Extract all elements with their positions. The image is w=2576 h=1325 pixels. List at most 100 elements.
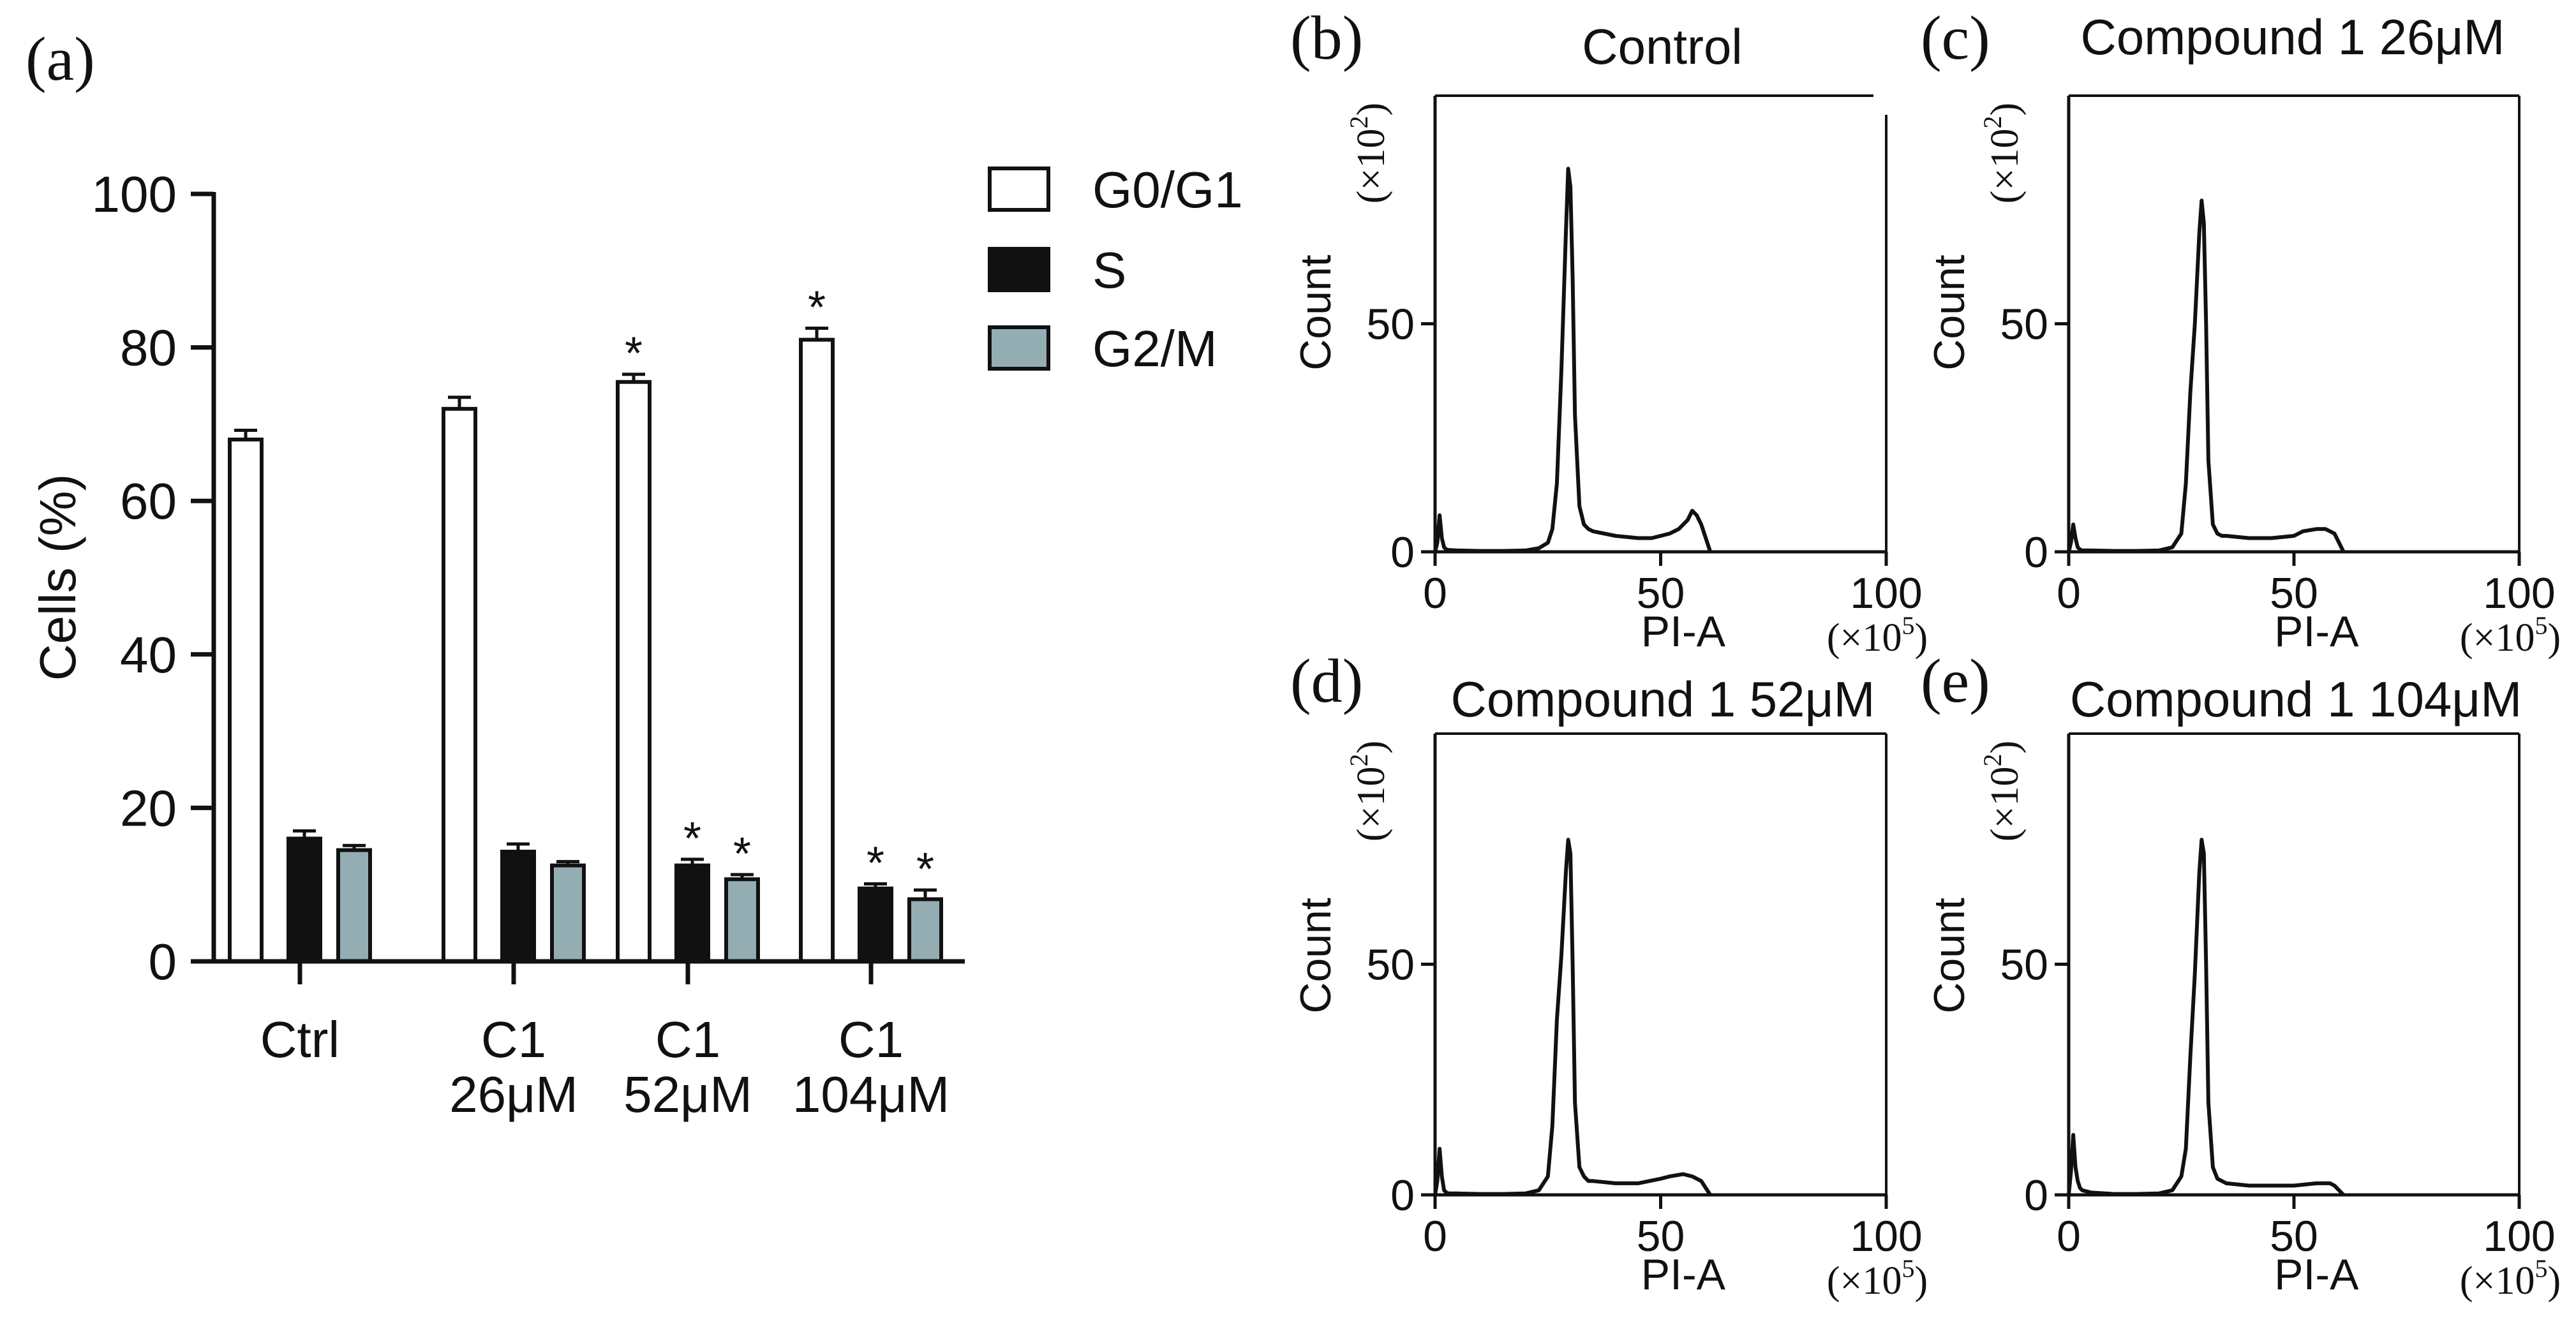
category-label-3: C1: [838, 1011, 904, 1068]
x-unit-c: (×105): [2460, 611, 2561, 660]
y-tick-label-a-1: 20: [120, 780, 177, 836]
bar-g0g1-1: [442, 406, 477, 963]
bar-g2m-2: [724, 877, 760, 964]
y-unit-close-b: ): [1350, 103, 1393, 116]
bar-s-3: [858, 886, 893, 963]
x-unit-exponent-b: 5: [1902, 611, 1914, 640]
histogram-title-c: Compound 1 26μM: [2081, 9, 2505, 65]
y-unit-e: (×102): [1978, 741, 2027, 841]
x-tick-label-d-2: 100: [1850, 1212, 1922, 1261]
y-unit-b: (×102): [1344, 103, 1393, 204]
y-unit-close-e: ): [1983, 741, 2027, 754]
x-unit-e: (×105): [2460, 1254, 2561, 1303]
histogram-line-e: [2067, 838, 2345, 1197]
x-tick-label-b-1: 50: [1637, 569, 1685, 618]
x-tick-label-b-2: 100: [1850, 569, 1922, 618]
bar-g0g1-0: [228, 437, 264, 963]
y-tick-label-b-1: 50: [1366, 300, 1415, 349]
y-tick-label-a-0: 0: [149, 933, 177, 990]
bar-g2m-0: [336, 848, 372, 963]
x-unit-close-b: ): [1914, 616, 1928, 660]
panel-label-a: (a): [26, 25, 95, 94]
y-axis-title-e: Count: [1925, 898, 1974, 1014]
bar-g2m-1: [550, 863, 586, 963]
x-axis-title-c: PI-A: [2274, 607, 2359, 656]
x-axis-title-d: PI-A: [1641, 1250, 1726, 1299]
y-tick-label-e-0: 0: [2024, 1171, 2048, 1220]
histogram-line-c: [2067, 198, 2346, 553]
legend-label-g0g1: G0/G1: [1092, 161, 1243, 218]
x-unit-close-d: ): [1914, 1259, 1928, 1303]
y-tick-label-e-1: 50: [2000, 941, 2048, 989]
x-tick-label-c-1: 50: [2270, 569, 2318, 618]
y-axis-title-d: Count: [1292, 898, 1340, 1014]
significance-star-g0g1-2: *: [625, 329, 643, 380]
legend-label-s: S: [1092, 242, 1126, 299]
bar-g0g1-2: [616, 380, 651, 963]
y-tick-label-c-1: 50: [2000, 300, 2048, 349]
histogram-line-b: [1433, 167, 1713, 553]
y-unit-exponent-e: 2: [1978, 754, 2007, 767]
category-sublabel-2: 52μM: [623, 1066, 752, 1123]
x-tick-label-d-0: 0: [1423, 1212, 1447, 1261]
x-unit-d: (×105): [1827, 1254, 1928, 1303]
panel-label-d: (d): [1290, 647, 1363, 716]
y-axis-title-a: Cells (%): [29, 474, 86, 681]
y-axis-title-c: Count: [1925, 255, 1974, 371]
y-tick-label-a-3: 60: [120, 473, 177, 529]
category-sublabel-1: 26μM: [449, 1066, 578, 1123]
y-tick-label-a-4: 80: [120, 320, 177, 376]
x-unit-close-e: ): [2547, 1259, 2561, 1303]
y-unit-exponent-d: 2: [1344, 754, 1373, 767]
category-sublabel-3: 104μM: [793, 1066, 949, 1123]
y-unit-exponent-c: 2: [1978, 116, 2007, 129]
significance-star-s-3: *: [867, 838, 884, 889]
significance-star-g2m-3: *: [916, 844, 934, 895]
y-unit-close-c: ): [1983, 103, 2027, 116]
x-tick-label-e-0: 0: [2057, 1212, 2081, 1261]
significance-star-g2m-2: *: [733, 829, 751, 880]
y-unit-d: (×102): [1344, 741, 1393, 841]
significance-star-s-2: *: [683, 813, 701, 864]
y-tick-label-d-1: 50: [1366, 941, 1415, 989]
x-tick-label-e-1: 50: [2270, 1212, 2318, 1261]
bar-g2m-3: [907, 897, 943, 964]
panel-label-e: (e): [1921, 647, 1990, 716]
x-tick-label-d-1: 50: [1637, 1212, 1685, 1261]
category-label-2: C1: [655, 1011, 720, 1068]
legend-swatch-g0g1: [988, 167, 1050, 212]
y-unit-close-d: ): [1350, 741, 1393, 754]
bar-s-0: [287, 836, 322, 964]
x-tick-label-c-0: 0: [2057, 569, 2081, 618]
significance-star-g0g1-3: *: [808, 283, 826, 334]
panel-label-c: (c): [1921, 4, 1990, 73]
y-tick-label-c-0: 0: [2024, 528, 2048, 577]
bar-s-2: [674, 863, 710, 963]
category-label-0: Ctrl: [260, 1011, 339, 1068]
histogram-line-d: [1433, 838, 1712, 1196]
histogram-title-b: Control: [1582, 19, 1742, 75]
x-tick-label-e-2: 100: [2483, 1212, 2555, 1261]
panel-label-b: (b): [1290, 4, 1363, 73]
y-tick-label-b-0: 0: [1390, 528, 1415, 577]
x-unit-close-c: ): [2547, 616, 2561, 660]
y-tick-label-a-5: 100: [92, 166, 177, 223]
histogram-title-d: Compound 1 52μM: [1451, 671, 1875, 727]
y-tick-label-d-0: 0: [1390, 1171, 1415, 1220]
x-tick-label-b-0: 0: [1423, 569, 1447, 618]
x-tick-label-c-2: 100: [2483, 569, 2555, 618]
y-axis-title-b: Count: [1292, 255, 1340, 371]
x-axis-title-b: PI-A: [1641, 607, 1726, 656]
x-unit-b: (×105): [1827, 611, 1928, 660]
bar-g0g1-3: [799, 337, 835, 963]
category-label-1: C1: [481, 1011, 546, 1068]
histogram-title-e: Compound 1 104μM: [2070, 671, 2522, 727]
y-unit-c: (×102): [1978, 103, 2027, 204]
x-unit-exponent-c: 5: [2535, 611, 2547, 640]
x-unit-exponent-e: 5: [2535, 1254, 2547, 1283]
